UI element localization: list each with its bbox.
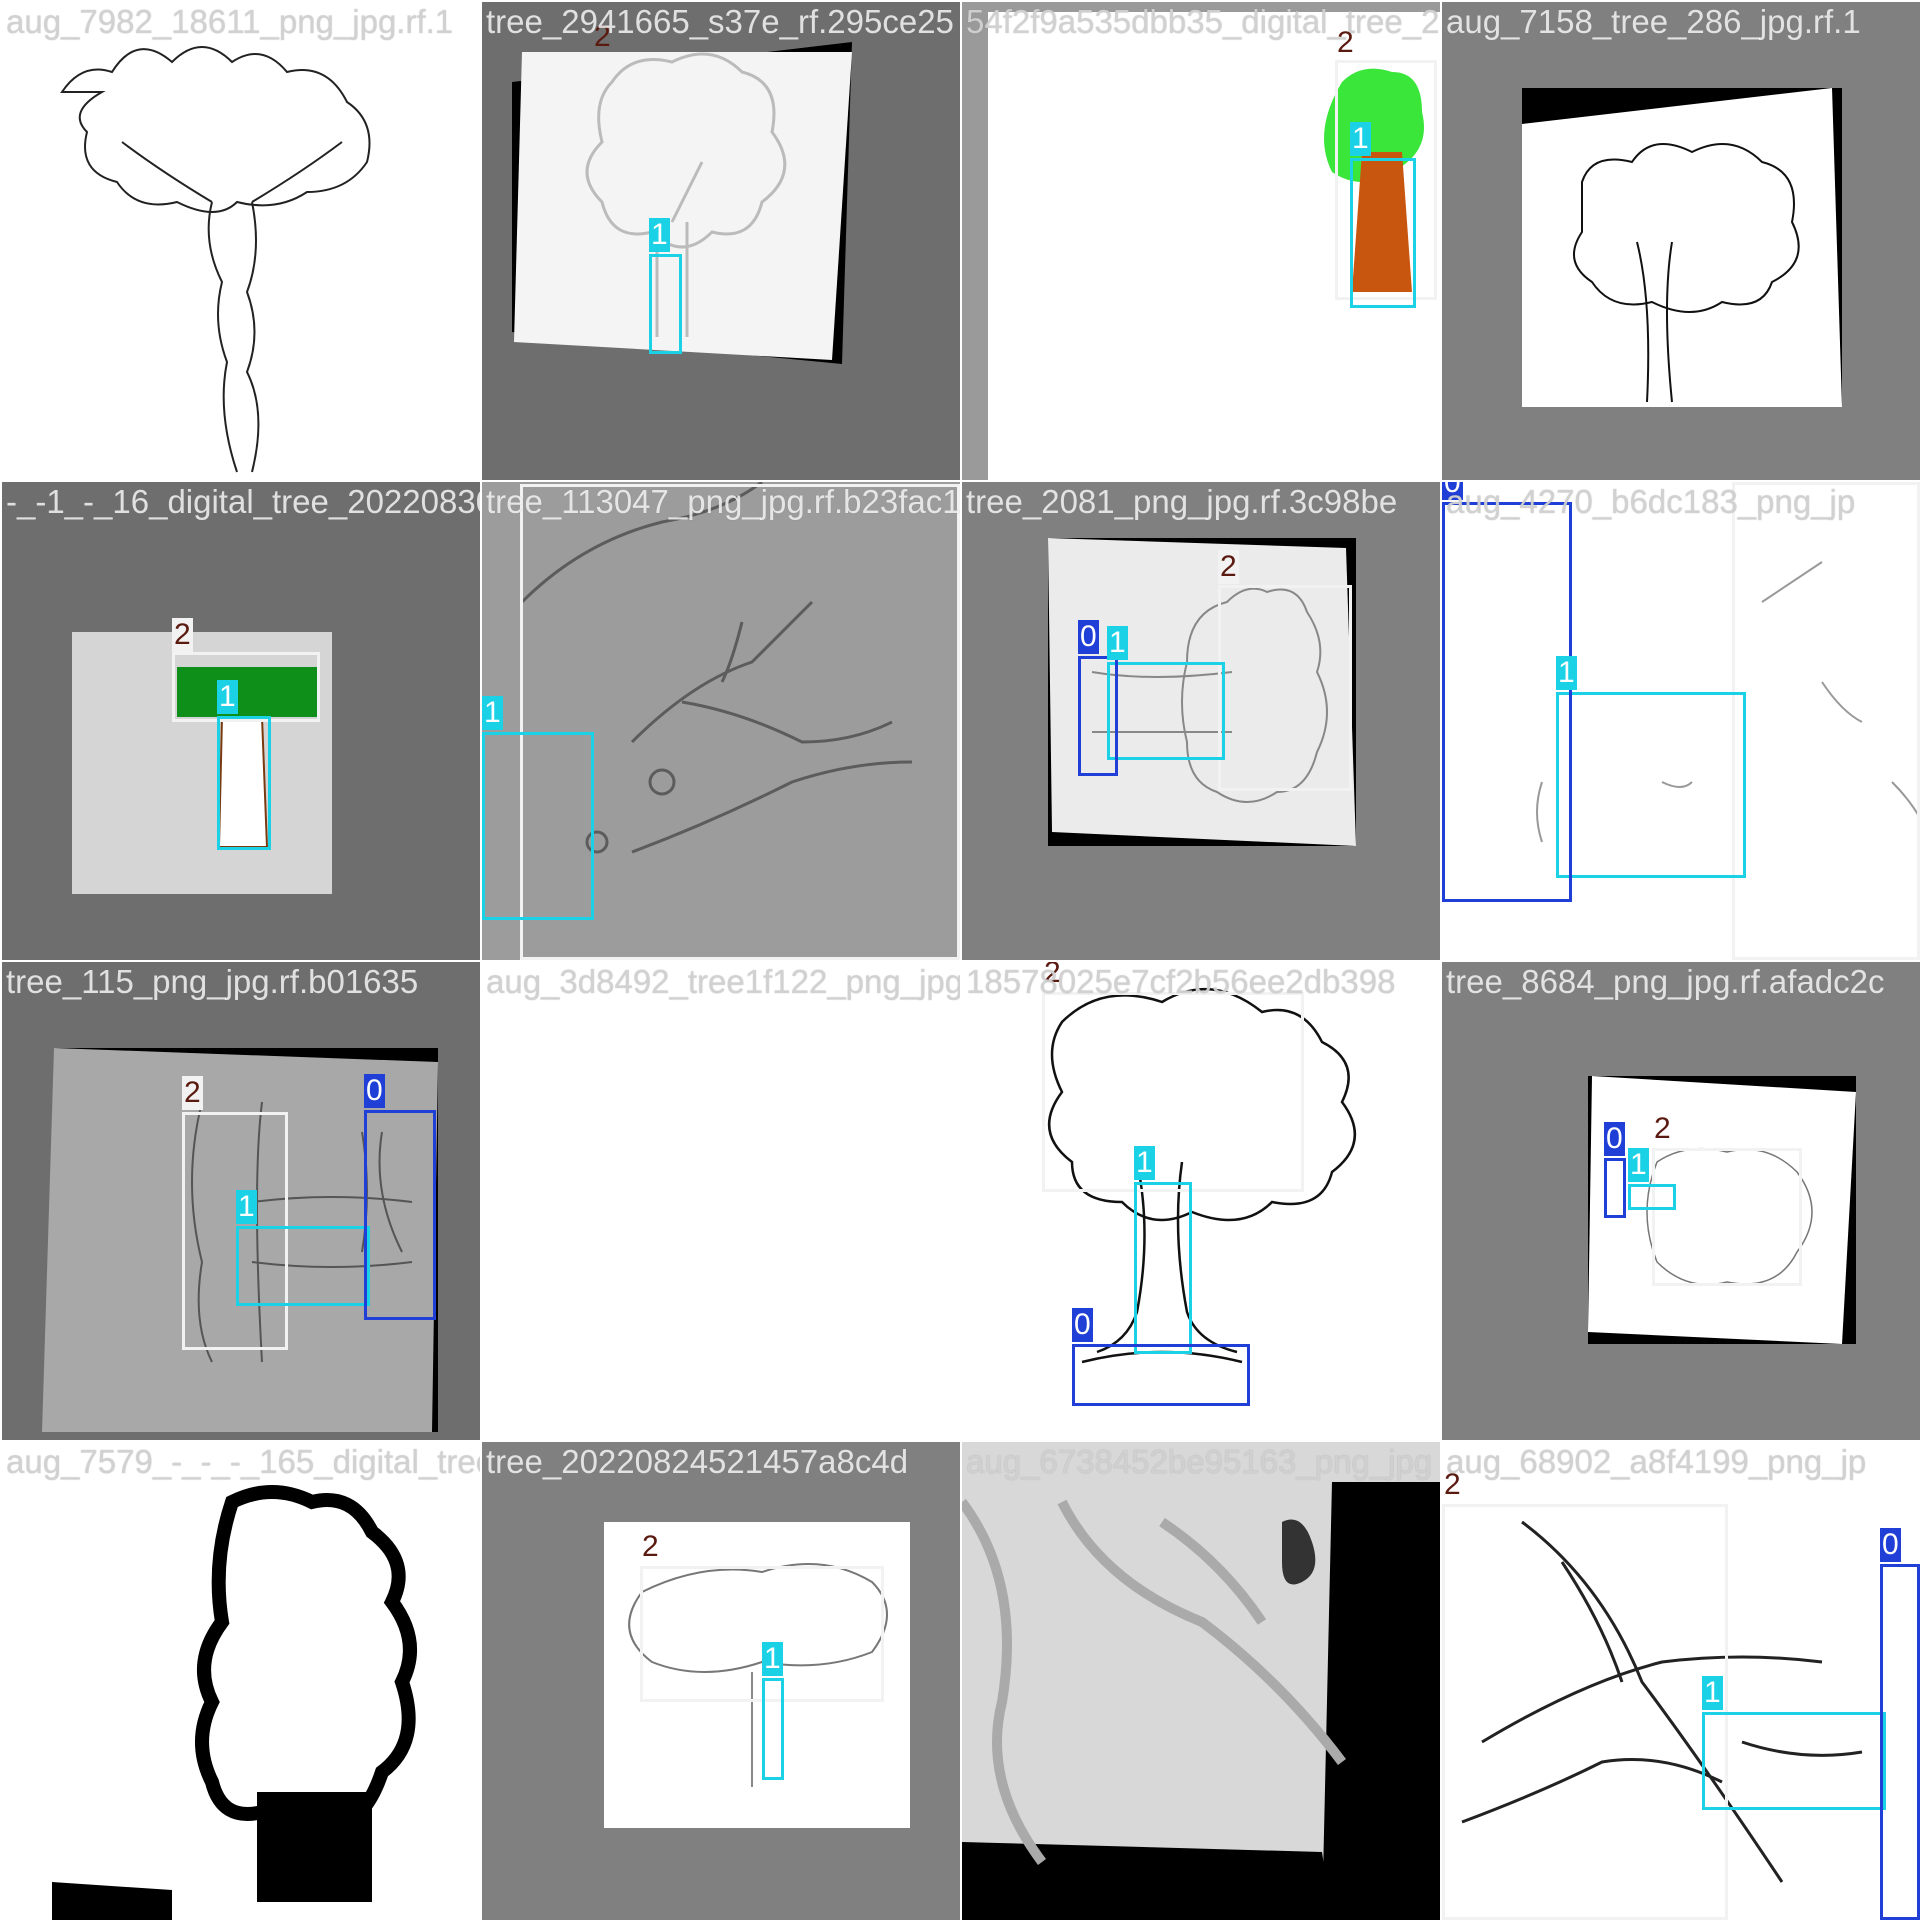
tile-2-label-class1: 1: [649, 218, 670, 252]
tile-3-box-class1: [1350, 158, 1416, 308]
tile-13-image: [52, 1485, 417, 1920]
tile-8-box-class0: [1442, 502, 1572, 902]
tile-6-image: [520, 482, 913, 854]
tile-6-filename: tree_113047_png_jpg.rf.b23fac1: [486, 483, 960, 520]
tile-11-box-class2: [1042, 992, 1304, 1192]
tile-10-filename: aug_3d8492_tree1f122_png_jpg.rf: [486, 963, 960, 1000]
tile-3-label-class1: 1: [1350, 122, 1371, 156]
tile-14-filename: tree_20220824521457a8c4d: [486, 1443, 909, 1480]
tile-12-label-class1: 1: [1628, 1148, 1649, 1182]
tile-12-image: [1588, 1076, 1856, 1344]
tile-4-filename: aug_7158_tree_286_jpg.rf.1: [1446, 3, 1861, 40]
tile-11: 2 1 0 18578025e7cf2b56ee2db398: [962, 962, 1440, 1440]
tile-12-filename: tree_8684_png_jpg.rf.afadc2c: [1446, 963, 1885, 1000]
tile-13-filename: aug_7579_-_-_-_165_digital_tree: [6, 1443, 480, 1480]
tile-7-label-class0: 0: [1078, 620, 1099, 654]
tile-16: 2 1 0 aug_68902_a8f4199_png_jp: [1442, 1442, 1920, 1920]
tile-9-label-class2: 2: [182, 1076, 203, 1110]
tile-7-filename: tree_2081_png_jpg.rf.3c98be: [966, 483, 1398, 520]
tile-7-box-class1: [1107, 662, 1225, 760]
tile-13: aug_7579_-_-_-_165_digital_tree: [2, 1442, 480, 1920]
tile-14: 2 1 tree_20220824521457a8c4d: [482, 1442, 960, 1920]
tile-16-filename: aug_68902_a8f4199_png_jp: [1446, 1443, 1867, 1480]
tile-8-filename: aug_4270_b6dc183_png_jp: [1446, 483, 1856, 520]
tile-12-box-class2: [1652, 1148, 1802, 1286]
tile-6-box-class2: [520, 484, 960, 960]
tile-5-box-class2: [172, 652, 320, 722]
tile-14-label-class1: 1: [762, 1642, 783, 1676]
tile-12-box-class1: [1628, 1184, 1676, 1210]
tile-9-label-class1: 1: [236, 1190, 257, 1224]
tile-9-label-class0: 0: [364, 1074, 385, 1108]
tile-9-box-class1: [236, 1226, 370, 1306]
tile-3-filename: 54f2f9a535dbb35_digital_tree_2022: [966, 3, 1440, 40]
tile-14-label-class2: 2: [642, 1530, 659, 1563]
tile-16-box-class2: [1442, 1504, 1728, 1920]
tile-9-image: [42, 1048, 438, 1432]
tile-4: aug_7158_tree_286_jpg.rf.1: [1442, 2, 1920, 480]
tile-3-label-class2: 2: [1337, 26, 1354, 59]
tile-15: aug_6738452be95163_png_jpg: [962, 1442, 1440, 1920]
tile-16-image: [1461, 1520, 1863, 1883]
tile-15-filename: aug_6738452be95163_png_jpg: [966, 1443, 1433, 1480]
tile-2: 1 2 tree_2941665_s37e_rf.295ce25: [482, 2, 960, 480]
tile-9-box-class0: [364, 1110, 436, 1320]
tile-2-box-class1: [649, 254, 682, 354]
tile-2-image: [512, 42, 852, 364]
tile-16-label-class2: 2: [1444, 1468, 1461, 1501]
tile-15-image: [962, 1482, 1440, 1920]
tile-2-filename: tree_2941665_s37e_rf.295ce25: [486, 3, 954, 40]
tile-11-label-class1: 1: [1134, 1146, 1155, 1180]
tile-12: 2 1 0 tree_8684_png_jpg.rf.afadc2c: [1442, 962, 1920, 1440]
tile-16-label-class0: 0: [1880, 1528, 1901, 1562]
tile-8: 2 1 0 aug_4270_b6dc183_png_jp: [1442, 482, 1920, 960]
tile-3: 2 1 54f2f9a535dbb35_digital_tree_2022: [962, 2, 1440, 480]
tile-8-label-class1: 1: [1556, 656, 1577, 690]
tile-11-label-class2: 2: [1044, 962, 1061, 989]
tile-8-label-class0: 0: [1442, 482, 1463, 500]
tile-4-image: [1522, 88, 1842, 407]
tile-1-image: [60, 46, 371, 473]
tile-5-image: [72, 632, 332, 894]
tile-12-label-class0: 0: [1604, 1122, 1625, 1156]
tile-1-filename: aug_7982_18611_png_jpg.rf.1: [6, 3, 454, 40]
tile-7-image: [1048, 538, 1356, 846]
tile-9: 2 1 0 tree_115_png_jpg.rf.b01635: [2, 962, 480, 1440]
tile-6-label-class1: 1: [482, 696, 503, 730]
tile-7-label-class2: 2: [1218, 550, 1239, 584]
tile-5-box-class1: [217, 716, 271, 850]
tile-6: 2 1 tree_113047_png_jpg.rf.b23fac1: [482, 482, 960, 960]
tile-6-box-class1: [482, 732, 594, 920]
tile-7-box-class2: [1218, 585, 1352, 791]
tile-5: 2 1 -_-1_-_16_digital_tree_20220830_1130…: [2, 482, 480, 960]
tile-2-label-class2: 2: [594, 20, 611, 53]
tile-9-filename: tree_115_png_jpg.rf.b01635: [6, 963, 419, 1000]
tile-5-label-class2: 2: [172, 618, 193, 652]
tile-14-box-class1: [762, 1678, 784, 1780]
tile-11-box-class1: [1134, 1182, 1192, 1354]
tile-11-box-class0: [1072, 1344, 1250, 1406]
tile-11-label-class0: 0: [1072, 1308, 1093, 1342]
tile-7-label-class1: 1: [1107, 626, 1128, 660]
tile-5-filename: -_-1_-_16_digital_tree_20220830_113047_p…: [6, 483, 480, 520]
tile-1: aug_7982_18611_png_jpg.rf.1: [2, 2, 480, 480]
tile-16-box-class0: [1880, 1564, 1920, 1920]
tile-3-box-class2: [1335, 60, 1437, 300]
tile-16-label-class1: 1: [1702, 1676, 1723, 1710]
tile-10: aug_3d8492_tree1f122_png_jpg.rf: [482, 962, 960, 1440]
tile-8-box-class2: [1732, 482, 1920, 960]
tile-11-filename: 18578025e7cf2b56ee2db398: [966, 963, 1396, 1000]
tile-14-image: [604, 1522, 910, 1828]
tile-5-label-class1: 1: [217, 680, 238, 714]
tile-12-label-class2: 2: [1654, 1112, 1671, 1145]
tile-12-box-class0: [1604, 1158, 1626, 1218]
tile-16-box-class1: [1702, 1712, 1886, 1810]
tile-7-box-class0: [1078, 656, 1118, 776]
tile-7: 2 1 0 tree_2081_png_jpg.rf.3c98be: [962, 482, 1440, 960]
tile-3-image: [962, 2, 1440, 480]
tile-8-box-class1: [1556, 692, 1746, 878]
tile-9-box-class2: [182, 1112, 288, 1350]
tile-8-image: [1536, 561, 1920, 843]
